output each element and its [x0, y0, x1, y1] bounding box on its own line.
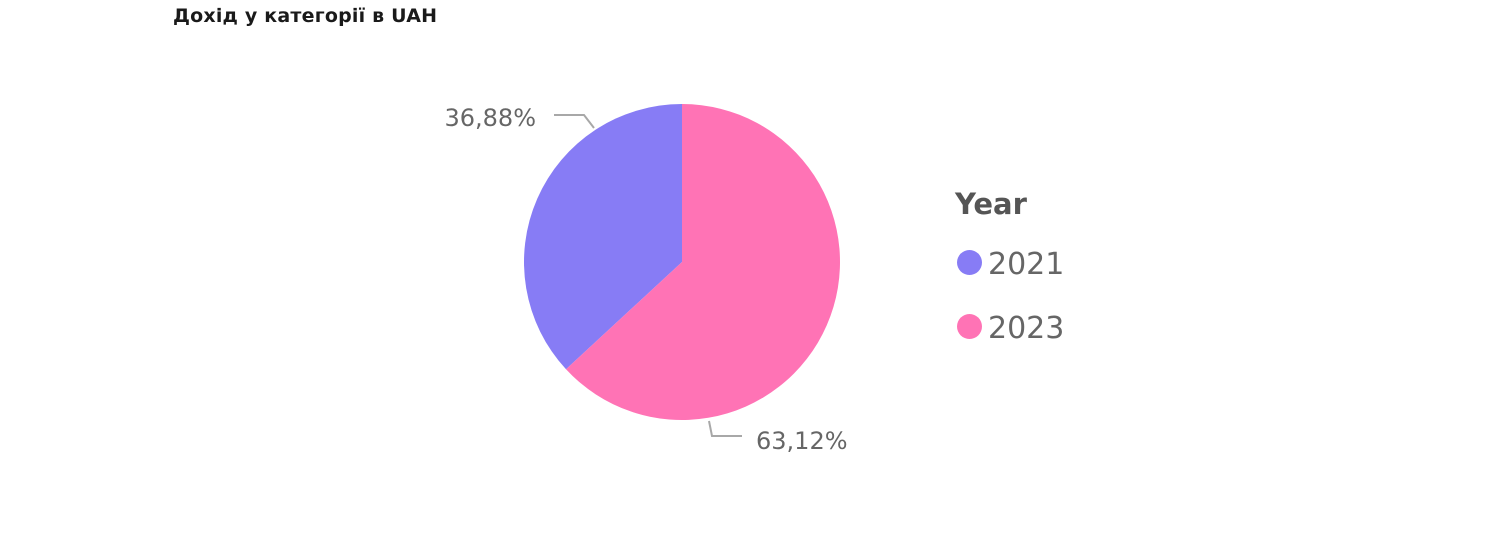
legend: Year 2021 2023 [953, 184, 1064, 358]
legend-label-2023: 2023 [988, 311, 1065, 346]
legend-label-2021: 2021 [988, 247, 1065, 282]
leader-line-2023 [708, 420, 742, 437]
pie-labels: 36,88% 63,12% [444, 104, 847, 455]
legend-item-2023[interactable]: 2023 [953, 294, 1064, 358]
legend-items: 2021 2023 [953, 230, 1064, 358]
pie-slice-2021[interactable] [524, 104, 682, 370]
legend-swatch-2023 [957, 313, 982, 339]
legend-item-2021[interactable]: 2021 [953, 230, 1064, 294]
legend-title: Year [955, 187, 1027, 221]
legend-swatch-2021 [957, 249, 982, 275]
pie-slice-2023[interactable] [566, 104, 841, 420]
leader-line-2021 [554, 114, 595, 129]
chart-title: Дохід у категорії в UAH [173, 5, 438, 27]
pie-slices [524, 104, 841, 420]
data-label-2023: 63,12% [756, 427, 848, 455]
data-label-2021: 36,88% [444, 104, 536, 132]
